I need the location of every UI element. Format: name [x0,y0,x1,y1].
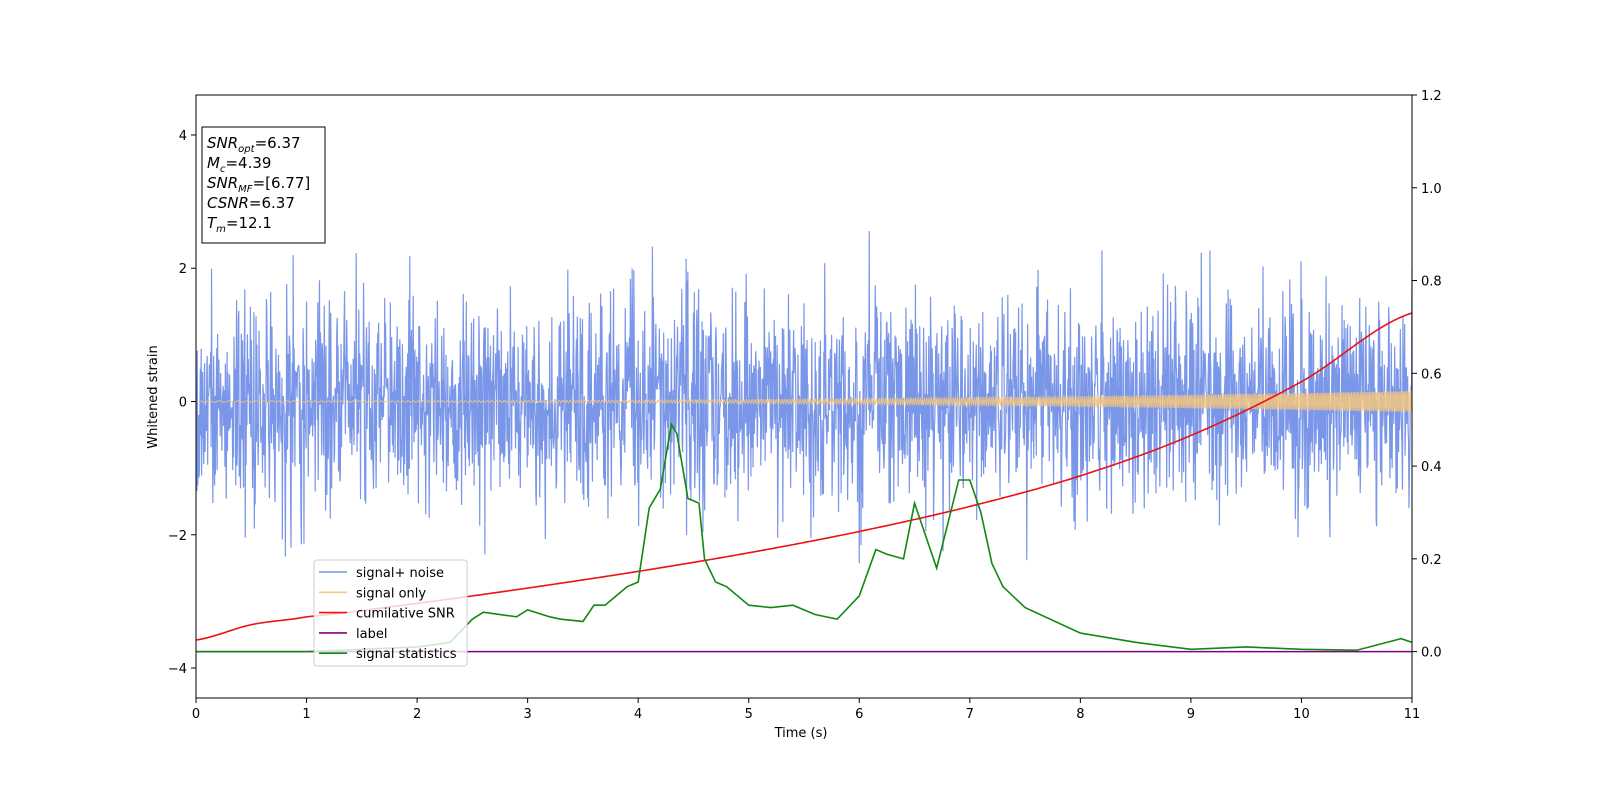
x-tick-label: 10 [1293,707,1310,722]
y-right-tick-label: 0.2 [1421,553,1442,568]
legend-entry-label: signal+ noise [356,566,444,581]
x-tick-label: 9 [1187,707,1195,722]
y-right-tick-label: 1.2 [1421,89,1442,104]
x-tick-label: 7 [966,707,974,722]
y-tick-label: 2 [179,262,187,277]
series-signal-statistics-line [196,422,1412,653]
y-tick-label: 0 [179,395,187,410]
x-axis-label: Time (s) [774,726,828,741]
x-tick-label: 6 [855,707,863,722]
x-tick-label: 11 [1404,707,1421,722]
legend-entry-label: label [356,627,387,642]
info-box-entry: SNRMF=[6.77] [207,174,310,195]
info-box-entry: CSNR=6.37 [207,194,295,212]
x-tick-label: 5 [745,707,753,722]
x-tick-label: 8 [1076,707,1084,722]
info-box-frame [201,126,326,244]
y-right-tick-label: 0.8 [1421,275,1442,290]
info-box-entry: Mc=4.39 [207,154,271,175]
y-tick-label: −4 [168,662,187,677]
y-axis-right: 0.0 0.2 0.4 0.6 0.8 1.0 1.2 [1412,89,1442,661]
y-right-tick-label: 0.6 [1421,367,1442,382]
x-tick-label: 3 [523,707,531,722]
plot-frame [195,94,1413,699]
legend-entry-label: signal only [356,586,426,601]
x-axis: 0 1 2 3 4 5 6 7 8 9 10 11 [192,698,1420,722]
series-signal-only-line [196,390,1412,413]
info-box-entry: SNRopt=6.37 [207,134,301,155]
y-axis-label: Whitened strain [146,345,161,448]
info-box-entry: Tm=12.1 [207,214,272,235]
y-right-tick-label: 0.4 [1421,460,1442,475]
legend-entry-label: cumilative SNR [356,607,455,622]
x-tick-label: 1 [302,707,310,722]
x-tick-label: 0 [192,707,200,722]
y-tick-label: −2 [168,529,187,544]
y-right-tick-label: 1.0 [1421,182,1442,197]
y-axis-left: −4 −2 0 2 4 [168,129,196,677]
x-tick-label: 2 [413,707,421,722]
y-right-tick-label: 0.0 [1421,646,1442,661]
legend: signal+ noise signal only cumilative SNR la… [313,559,468,667]
x-tick-label: 4 [634,707,642,722]
series-signal-noise-line [196,231,1412,564]
legend-frame [313,559,468,667]
legend-entry-label: signal statistics [356,647,457,662]
y-tick-label: 4 [179,129,187,144]
